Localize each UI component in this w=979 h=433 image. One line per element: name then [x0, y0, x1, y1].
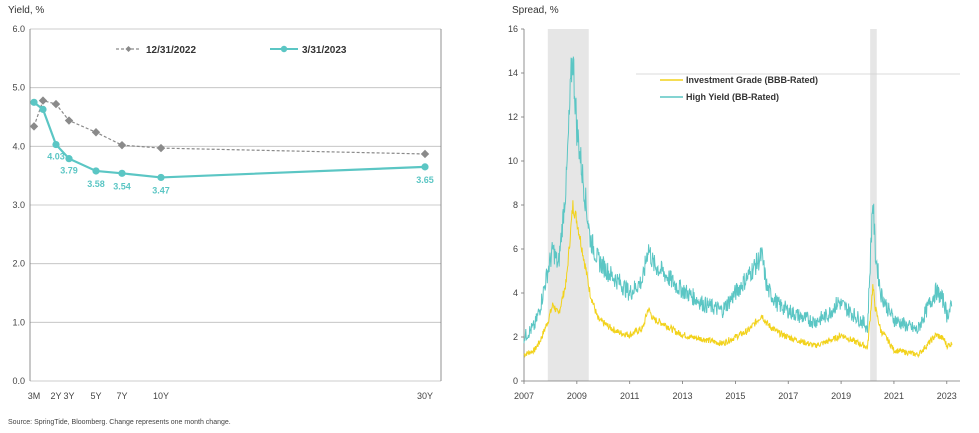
- data-label-mar-2023: 3.58: [87, 179, 105, 189]
- legend-circle-marker: [280, 45, 288, 53]
- right-y-tick-label: 0: [513, 376, 518, 386]
- right-y-tick-label: 4: [513, 288, 518, 298]
- left-y-tick-label: 4.0: [12, 141, 25, 151]
- right-y-tick-label: 14: [508, 68, 518, 78]
- point-dec-2022: [117, 140, 127, 150]
- point-mar-2023: [65, 155, 73, 163]
- right-x-tick-label: 2015: [725, 391, 745, 401]
- data-label-mar-2023: 3.65: [416, 175, 434, 185]
- right-y-axis-label: Spread, %: [512, 5, 559, 16]
- series-line-investment-grade: [523, 200, 953, 359]
- right-x-tick-label: 2023: [937, 391, 957, 401]
- left-x-tick-label: 7Y: [116, 391, 127, 401]
- data-label-mar-2023: 3.47: [152, 185, 170, 195]
- point-mar-2023: [118, 169, 126, 177]
- left-x-tick-labels: 3M 2Y 3Y 5Y 7Y 10Y 30Y: [28, 391, 433, 401]
- data-label-mar-2023: 3.79: [60, 166, 78, 176]
- left-y-tick-label: 2.0: [12, 259, 25, 269]
- left-x-tick-label: 3Y: [63, 391, 74, 401]
- right-y-tick-label: 12: [508, 112, 518, 122]
- point-dec-2022: [29, 122, 39, 131]
- point-dec-2022: [420, 149, 430, 159]
- point-mar-2023: [421, 163, 429, 171]
- point-mar-2023: [39, 105, 47, 113]
- left-y-tick-label: 0.0: [12, 376, 25, 386]
- point-dec-2022: [156, 143, 166, 153]
- point-mar-2023: [92, 167, 100, 175]
- series-line-dec-2022: [33, 99, 426, 155]
- series-line-mar-2023: [33, 101, 426, 179]
- right-y-tick-label: 6: [513, 244, 518, 254]
- legend-diamond-marker: [125, 46, 132, 52]
- legend-label-hy: High Yield (BB-Rated): [686, 92, 779, 102]
- left-legend: 12/31/2022 3/31/2023: [116, 45, 347, 56]
- right-x-tick-labels: 2007 2009 2011 2013 2015 2017 2019 2021 2023: [514, 381, 957, 401]
- left-y-tick-labels: 0.0 1.0 2.0 3.0 4.0 5.0 6.0: [12, 24, 25, 386]
- left-y-tick-label: 6.0: [12, 24, 25, 34]
- right-x-tick-label: 2021: [884, 391, 904, 401]
- yield-curve-chart: Yield, % 0.0 1.0 2.0 3.0 4.0 5.0 6.0 3M 2Y 3Y 5Y 7…: [8, 5, 442, 401]
- right-x-tick-label: 2007: [514, 391, 534, 401]
- left-x-tick-label: 2Y: [50, 391, 61, 401]
- legend-label-dec: 12/31/2022: [146, 45, 196, 56]
- data-label-mar-2023: 4.03: [47, 152, 65, 162]
- point-dec-2022: [64, 116, 74, 125]
- right-legend: Investment Grade (BBB-Rated) High Yield …: [636, 73, 960, 102]
- point-dec-2022: [91, 128, 101, 137]
- right-x-tick-label: 2019: [831, 391, 851, 401]
- point-dec-2022: [51, 99, 61, 109]
- left-series: [29, 96, 430, 182]
- legend-label-ig: Investment Grade (BBB-Rated): [686, 75, 818, 85]
- right-y-tick-label: 10: [508, 156, 518, 166]
- right-x-tick-label: 2013: [673, 391, 693, 401]
- right-series: [523, 56, 953, 359]
- left-y-tick-label: 5.0: [12, 83, 25, 93]
- left-y-axis-label: Yield, %: [8, 5, 44, 16]
- point-dec-2022: [38, 96, 48, 105]
- point-mar-2023: [30, 98, 38, 106]
- left-gridlines: [29, 28, 442, 382]
- left-x-tick-label: 10Y: [153, 391, 169, 401]
- left-x-tick-label: 5Y: [90, 391, 101, 401]
- source-note: Source: SpringTide, Bloomberg. Change re…: [8, 419, 231, 426]
- point-mar-2023: [157, 173, 165, 182]
- right-y-tick-label: 8: [513, 200, 518, 210]
- left-y-tick-label: 3.0: [12, 200, 25, 210]
- series-line-high-yield: [523, 56, 953, 344]
- right-y-tick-labels: 0 2 4 6 8 10 12 14 16: [508, 24, 524, 386]
- left-x-tick-label: 3M: [28, 391, 41, 401]
- right-x-tick-label: 2011: [620, 391, 639, 401]
- credit-spread-chart: Spread, % 0 2 4 6 8 10 12 14 16 2007 2009 2011 2013…: [508, 5, 960, 401]
- left-y-tick-label: 1.0: [12, 317, 25, 327]
- right-x-tick-label: 2009: [567, 391, 587, 401]
- recession-band: [547, 29, 589, 381]
- right-y-tick-label: 2: [513, 332, 518, 342]
- data-label-mar-2023: 3.54: [113, 181, 131, 191]
- point-mar-2023: [52, 140, 60, 149]
- legend-label-mar: 3/31/2023: [302, 45, 347, 56]
- right-y-tick-label: 16: [508, 24, 518, 34]
- right-x-tick-label: 2017: [778, 391, 798, 401]
- left-data-labels: 4.03 3.79 3.58 3.54 3.47 3.65: [47, 152, 434, 196]
- left-x-tick-label: 30Y: [417, 391, 433, 401]
